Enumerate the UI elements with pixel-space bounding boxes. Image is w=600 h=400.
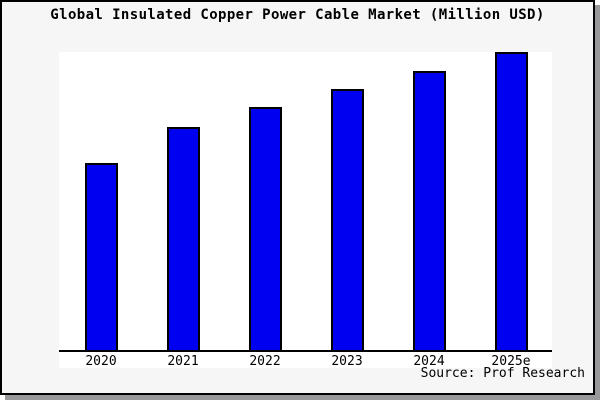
- x-tick-label-2021: 2021: [167, 354, 199, 369]
- bar-2024: [413, 71, 446, 352]
- x-tick-label-2020: 2020: [85, 354, 117, 369]
- bar-2020: [85, 163, 118, 352]
- plot-area: 2020 2021 2022 2023 2024 2025e: [59, 52, 552, 369]
- bar-2025e: [495, 52, 528, 352]
- x-axis-line: [59, 350, 552, 352]
- bar-2022: [249, 107, 282, 352]
- bar-2023: [331, 89, 364, 352]
- x-tick-label-2025e: 2025e: [491, 354, 531, 369]
- source-note: Source: Prof Research: [420, 366, 585, 381]
- x-tick-label-2022: 2022: [249, 354, 281, 369]
- bar-2021: [167, 127, 200, 352]
- chart-title: Global Insulated Copper Power Cable Mark…: [50, 7, 545, 23]
- x-tick-label-2024: 2024: [413, 354, 445, 369]
- x-tick-label-2023: 2023: [331, 354, 363, 369]
- chart-card: Global Insulated Copper Power Cable Mark…: [0, 0, 595, 395]
